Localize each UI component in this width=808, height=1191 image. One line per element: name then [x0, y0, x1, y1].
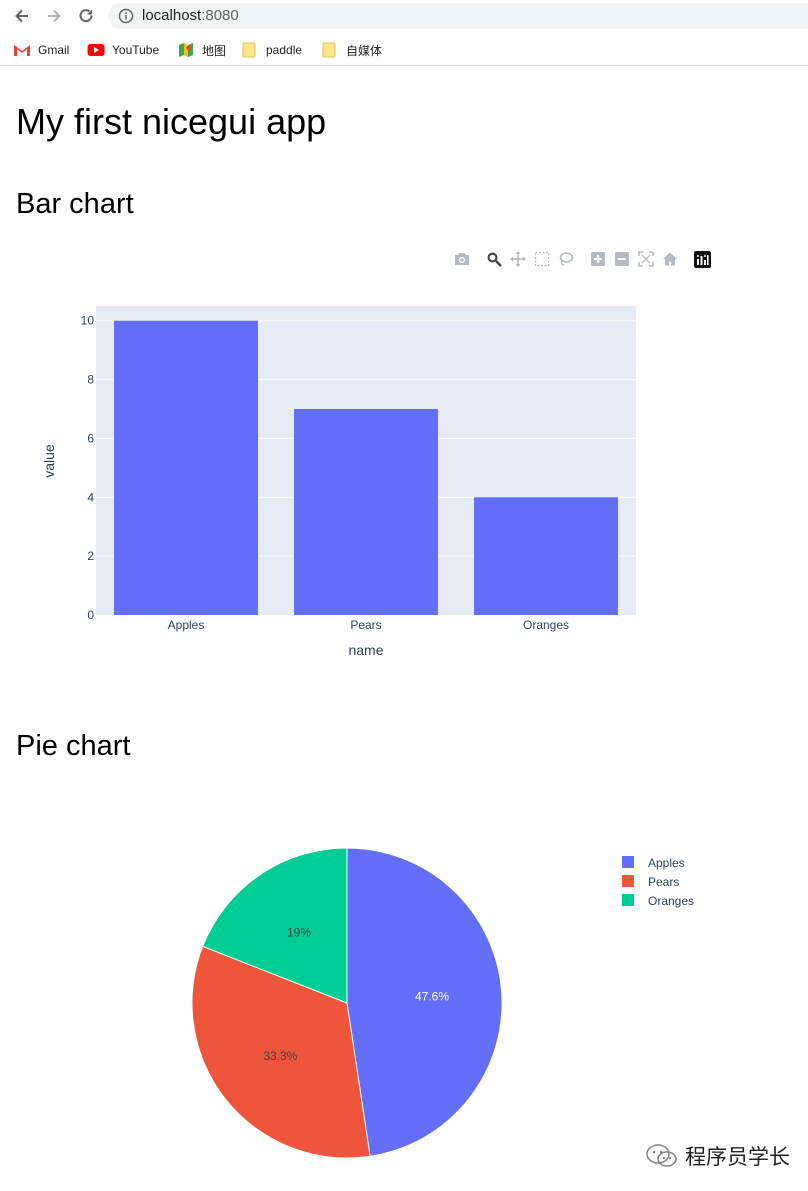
bookmark-label: YouTube: [112, 43, 160, 57]
maps-icon: [177, 42, 195, 58]
reload-button[interactable]: [74, 4, 98, 28]
plotly-modebar: [450, 249, 714, 269]
pie-slice-label: 33.3%: [263, 1049, 297, 1063]
bookmark-label: 地图: [202, 43, 227, 58]
home-icon[interactable]: [660, 249, 680, 269]
legend-item-apples[interactable]: Apples: [648, 856, 685, 870]
x-axis-title: name: [348, 642, 383, 658]
pie-slice-apples[interactable]: [346, 847, 503, 1157]
legend-swatch[interactable]: [622, 856, 634, 868]
pie-chart-heading: Pie chart: [16, 730, 131, 762]
address-bar[interactable]: localhost:8080: [108, 3, 808, 29]
watermark-text: 程序员学长: [685, 1146, 790, 1169]
back-arrow-icon: [15, 9, 28, 23]
wechat-icon: [646, 1144, 677, 1167]
bookmarks-bar: Gmail YouTube 地图 paddle 自媒体: [0, 35, 808, 66]
bar-chart-heading: Bar chart: [16, 188, 134, 220]
autoscale-icon[interactable]: [636, 249, 656, 269]
gmail-icon: [13, 42, 31, 58]
box-select-icon[interactable]: [532, 249, 552, 269]
youtube-icon: [87, 42, 105, 58]
y-tick-label: 8: [87, 373, 94, 387]
legend-item-oranges[interactable]: Oranges: [648, 894, 694, 908]
watermark: 程序员学长: [645, 1140, 790, 1172]
y-tick-label: 0: [87, 608, 94, 622]
bar-pears[interactable]: [294, 409, 438, 615]
pan-icon[interactable]: [508, 249, 528, 269]
forward-button[interactable]: [42, 4, 66, 28]
bookmark-paddle[interactable]: paddle: [241, 40, 302, 60]
y-tick-label: 10: [81, 314, 95, 328]
lasso-icon[interactable]: [556, 249, 576, 269]
plotly-logo-icon[interactable]: [692, 249, 712, 269]
page-title: My first nicegui app: [16, 101, 327, 142]
y-tick-label: 2: [87, 549, 94, 563]
bookmark-label: 自媒体: [346, 43, 383, 58]
folder-icon: [321, 42, 339, 58]
bookmark-gmail[interactable]: Gmail: [13, 40, 69, 60]
zoom-icon[interactable]: [484, 249, 504, 269]
x-tick-label: Pears: [350, 618, 381, 632]
y-tick-label: 4: [87, 490, 94, 504]
bookmark-label: Gmail: [38, 43, 70, 57]
bookmark-maps[interactable]: 地图: [177, 40, 226, 60]
pie-slice-oranges[interactable]: [202, 847, 348, 1004]
back-button[interactable]: [10, 4, 34, 28]
legend-item-pears[interactable]: Pears: [648, 875, 679, 889]
y-tick-label: 6: [87, 431, 94, 445]
bookmark-label: paddle: [266, 43, 303, 57]
browser-toolbar: localhost:8080: [0, 0, 808, 32]
pie-chart[interactable]: 47.6% 33.3% 19% Apples Pears Oranges: [0, 820, 808, 1180]
x-tick-label: Apples: [168, 618, 205, 632]
bar-chart[interactable]: 0 2 4 6 8 10 Apples Pears Oranges name value: [0, 280, 808, 680]
url-text: localhost:8080: [142, 7, 239, 25]
bar-oranges[interactable]: [474, 497, 618, 615]
y-axis-title: value: [41, 444, 57, 478]
bar-apples[interactable]: [114, 320, 258, 615]
bookmark-zimeiti[interactable]: 自媒体: [321, 40, 382, 60]
zoom-out-icon[interactable]: [612, 249, 632, 269]
bookmark-youtube[interactable]: YouTube: [87, 40, 159, 60]
camera-icon[interactable]: [452, 249, 472, 269]
legend: Apples Pears Oranges: [622, 856, 694, 908]
legend-swatch[interactable]: [622, 875, 634, 887]
url-host: localhost: [142, 7, 202, 24]
zoom-in-icon[interactable]: [588, 249, 608, 269]
pie-slice-label: 19%: [287, 926, 311, 940]
url-port: :8080: [201, 7, 239, 24]
folder-icon: [241, 42, 259, 58]
pie-slice-pears[interactable]: [191, 945, 371, 1159]
legend-swatch[interactable]: [622, 894, 634, 906]
pie-slice-label: 47.6%: [415, 990, 449, 1004]
x-tick-label: Oranges: [523, 618, 569, 632]
reload-icon: [79, 9, 93, 23]
forward-arrow-icon: [48, 9, 61, 23]
info-icon[interactable]: [118, 8, 134, 24]
